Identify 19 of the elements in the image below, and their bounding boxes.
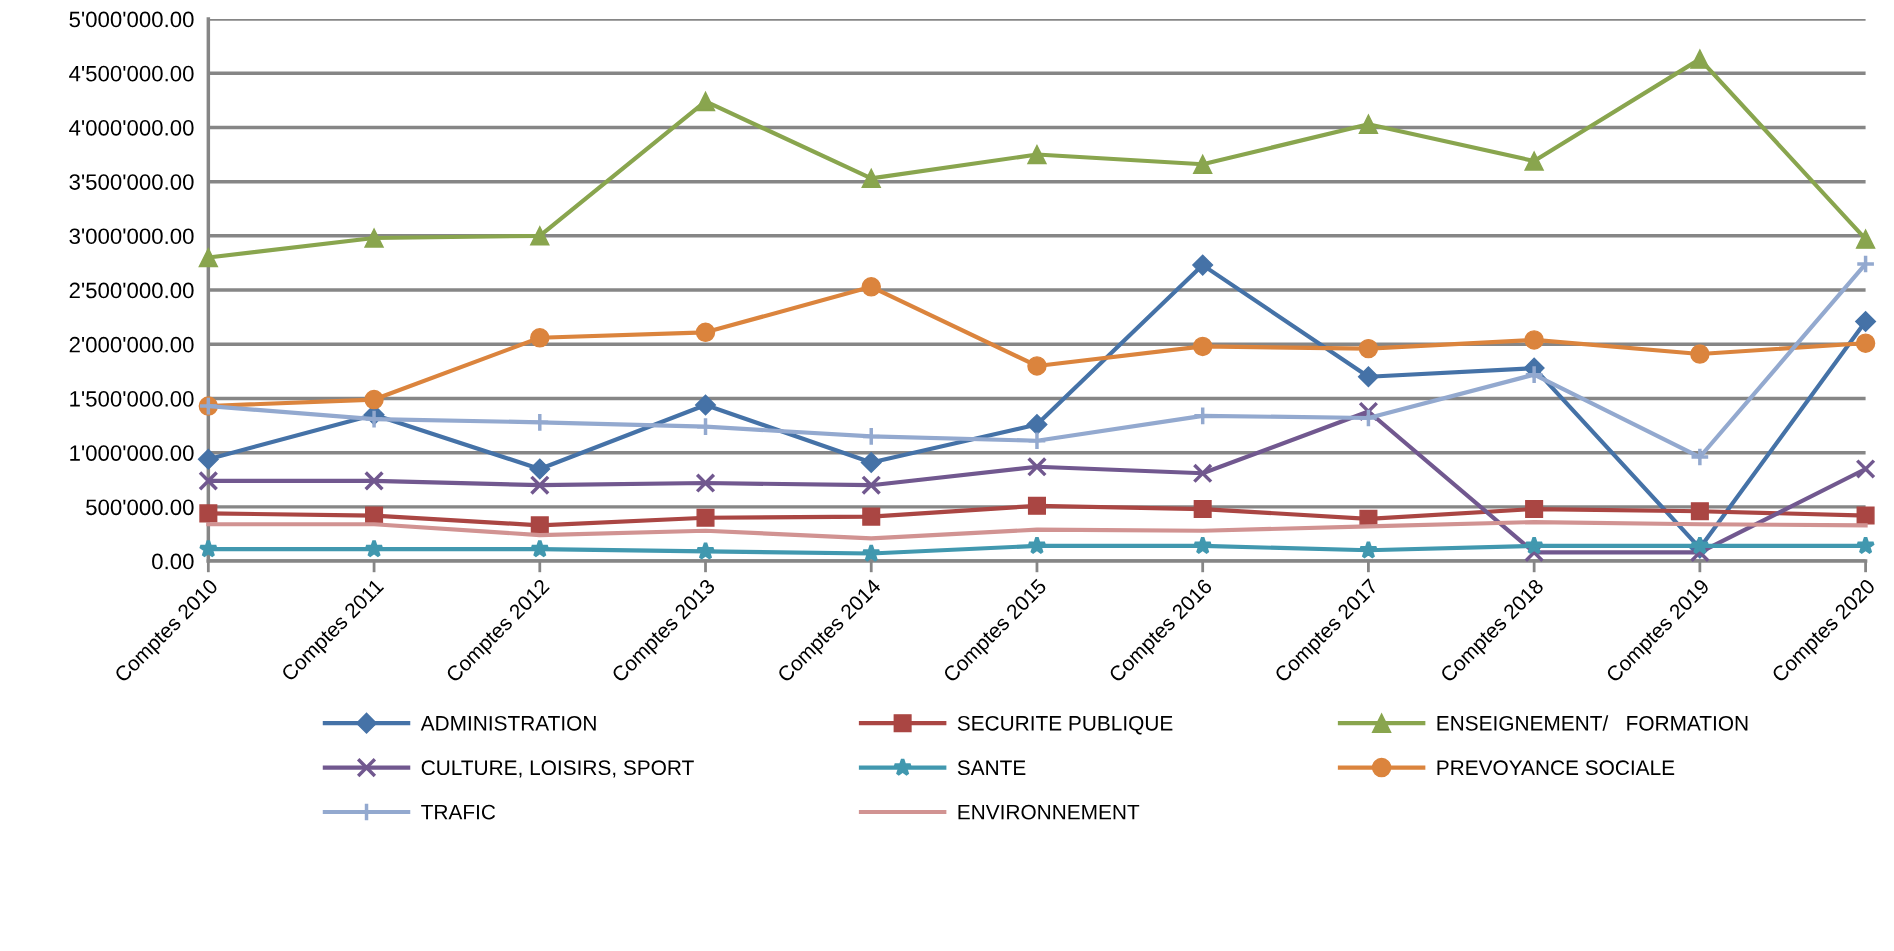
y-tick-label: 4'500'000.00 bbox=[69, 65, 194, 82]
y-tick-label: 3'500'000.00 bbox=[69, 174, 194, 190]
legend-label: ENSEIGNEMENT/ FORMATION bbox=[1437, 715, 1748, 731]
y-tick-label: 1'000'000.00 bbox=[70, 445, 194, 461]
legend-label: TRAFIC bbox=[421, 804, 496, 820]
legend-label: SECURITE PUBLIQUE bbox=[957, 715, 1173, 735]
legend-label: SANTE bbox=[957, 760, 1026, 776]
y-tick-label: 2'500'000.00 bbox=[69, 282, 194, 299]
y-tick-label: 4'000'000.00 bbox=[69, 119, 194, 136]
legend-label: ADMINISTRATION bbox=[420, 715, 596, 731]
y-tick-label: 5'000'000.00 bbox=[69, 11, 194, 28]
y-tick-label: 1'500'000.00 bbox=[70, 391, 194, 407]
legend-label: ENVIRONNEMENT bbox=[958, 804, 1140, 820]
legend-label: CULTURE, LOISIRS, SPORT bbox=[421, 760, 694, 778]
y-tick-label: 500'000.00 bbox=[86, 499, 194, 516]
legend-label: PREVOYANCE SOCIALE bbox=[1437, 760, 1675, 776]
y-tick-label: 2'000'000.00 bbox=[69, 336, 194, 353]
y-tick-label: 3'000'000.00 bbox=[69, 228, 194, 245]
y-tick-label: 0.00 bbox=[152, 553, 194, 570]
